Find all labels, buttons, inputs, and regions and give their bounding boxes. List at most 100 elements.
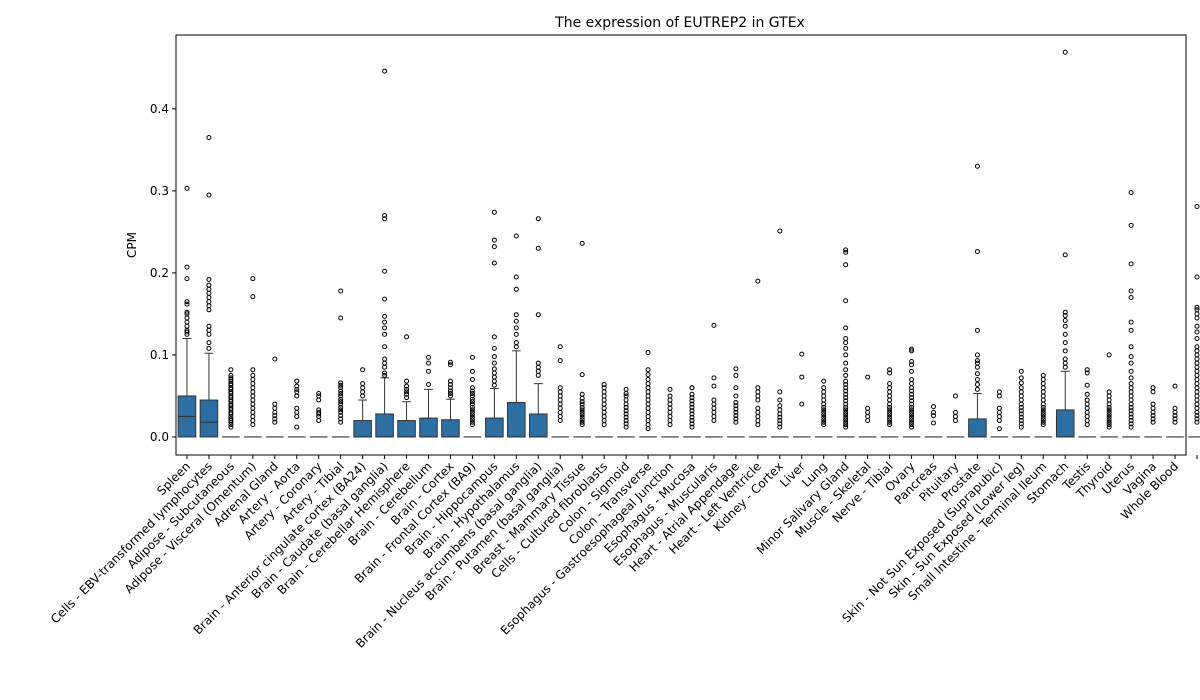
outlier-point — [513, 331, 519, 337]
box-group — [287, 378, 306, 438]
outlier-point — [996, 409, 1002, 415]
outlier-point — [601, 397, 607, 403]
outlier-point — [382, 364, 388, 370]
outlier-point — [469, 407, 475, 413]
outlier-point — [1084, 370, 1090, 376]
outlier-point — [184, 276, 190, 282]
outlier-point — [733, 385, 739, 391]
outlier-point — [404, 334, 410, 340]
outlier-point — [338, 390, 344, 396]
outlier-point — [1194, 419, 1200, 425]
outlier-point — [469, 377, 475, 383]
outlier-point — [294, 378, 300, 384]
outlier-point — [623, 393, 629, 399]
outlier-point — [909, 391, 915, 397]
outlier-point — [1194, 336, 1200, 342]
outlier-point — [1106, 424, 1112, 430]
outlier-point — [1172, 419, 1178, 425]
outlier-point — [843, 298, 849, 304]
outlier-point — [755, 389, 761, 395]
outlier-point — [974, 352, 980, 358]
outlier-point — [1172, 413, 1178, 419]
outlier-point — [1128, 295, 1134, 300]
box-group — [331, 288, 350, 438]
outlier-point — [579, 414, 585, 420]
outlier-point — [1062, 252, 1068, 258]
outlier-point — [184, 309, 190, 315]
outlier-point — [1128, 421, 1134, 427]
box-group — [199, 135, 219, 438]
outlier-point — [382, 268, 388, 274]
outlier-point — [557, 409, 563, 415]
outlier-point — [623, 414, 629, 420]
outlier-point — [491, 370, 497, 376]
outlier-point — [843, 372, 849, 378]
outlier-point — [228, 416, 234, 422]
outlier-point — [469, 399, 475, 405]
outlier-point — [338, 399, 344, 405]
outlier-point — [469, 419, 475, 425]
outlier-point — [184, 319, 190, 325]
outlier-point — [513, 233, 519, 239]
outlier-point — [843, 360, 849, 366]
outlier-point — [974, 371, 980, 377]
outlier-point — [469, 396, 475, 402]
outlier-point — [338, 388, 344, 394]
outlier-point — [689, 401, 695, 407]
outlier-point — [887, 389, 893, 395]
outlier-point — [909, 404, 915, 410]
outlier-point — [206, 323, 212, 329]
outlier-point — [1084, 422, 1090, 428]
outlier-point — [447, 390, 453, 396]
outlier-point — [1194, 203, 1200, 209]
outlier-point — [491, 374, 497, 380]
outlier-point — [1084, 401, 1090, 407]
outlier-point — [1106, 409, 1112, 415]
outlier-point — [382, 356, 388, 362]
outlier-point — [909, 368, 915, 374]
outlier-point — [1106, 414, 1112, 420]
outlier-point — [447, 388, 453, 394]
outlier-point — [294, 405, 300, 411]
outlier-point — [865, 413, 871, 419]
box-iqr — [419, 417, 438, 438]
outlier-point — [294, 389, 300, 395]
box-group — [266, 356, 284, 438]
outlier-point — [535, 216, 541, 222]
outlier-point — [952, 418, 958, 424]
outlier-point — [667, 397, 673, 403]
outlier-point — [1128, 222, 1134, 228]
outlier-point — [338, 407, 344, 413]
outlier-point — [206, 303, 212, 309]
box-iqr — [397, 420, 416, 438]
outlier-point — [1106, 412, 1112, 418]
outlier-point — [491, 378, 497, 384]
outlier-point — [843, 412, 849, 418]
box-group — [617, 386, 635, 438]
outlier-point — [689, 418, 695, 424]
outlier-point — [469, 385, 475, 391]
outlier-point — [645, 422, 651, 428]
outlier-point — [1062, 360, 1068, 366]
outlier-point — [469, 401, 475, 407]
outlier-point — [689, 411, 695, 417]
outlier-point — [996, 393, 1002, 399]
outlier-point — [206, 299, 212, 305]
outlier-point — [887, 367, 893, 373]
outlier-point — [821, 407, 827, 413]
outlier-point — [623, 397, 629, 403]
outlier-point — [206, 340, 212, 346]
outlier-point — [623, 418, 629, 424]
outlier-point — [294, 393, 300, 399]
outlier-point — [338, 396, 344, 402]
outlier-point — [909, 377, 915, 383]
y-tick-label: 0.4 — [150, 102, 169, 116]
outlier-point — [645, 409, 651, 415]
outlier-point — [843, 262, 849, 268]
outlier-point — [1150, 401, 1156, 407]
box-group — [222, 367, 240, 438]
outlier-point — [579, 412, 585, 418]
outlier-point — [1194, 413, 1200, 419]
outlier-point — [250, 397, 256, 403]
outlier-point — [491, 237, 497, 243]
